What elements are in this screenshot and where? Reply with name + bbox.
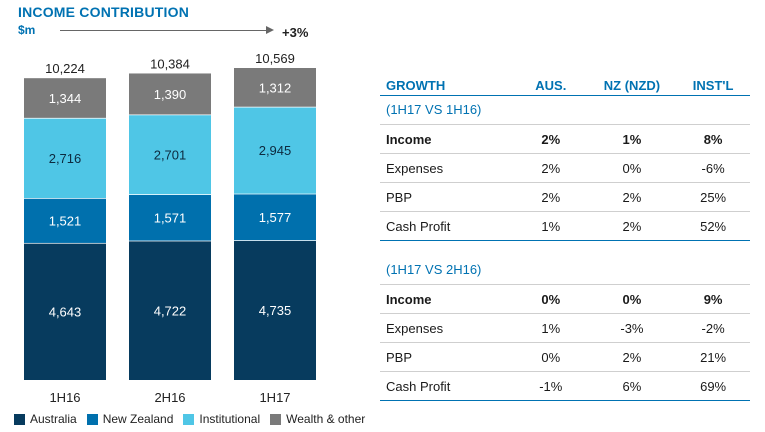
row-label: Income [386, 131, 432, 147]
table-header: GROWTH AUS. NZ (NZD) INST'L [380, 75, 750, 96]
row-label: PBP [386, 189, 413, 205]
table-row: Expenses 1% -3% -2% [380, 314, 750, 343]
cell-nz: 0% [622, 160, 642, 176]
header-inst: INST'L [692, 77, 734, 93]
legend-item-australia: Australia [14, 412, 77, 426]
data-label-australia-1h16: 4,643 [49, 304, 82, 319]
total-label-1h16: 10,224 [45, 61, 85, 76]
data-label-institutional-1h17: 2,945 [259, 143, 292, 158]
bar-segment-new-zealand-1h17 [234, 193, 316, 241]
growth-arrow-icon [266, 26, 274, 34]
row-label: Cash Profit [386, 218, 451, 234]
cell-nz: -3% [620, 320, 644, 336]
legend-swatch-wealth [270, 413, 282, 425]
data-label-institutional-1h16: 2,716 [49, 151, 82, 166]
growth-table: GROWTH AUS. NZ (NZD) INST'L (1H17 VS 1H1… [380, 75, 750, 401]
bar-segment-australia-2h16 [129, 240, 211, 380]
chart-legend: Australia New Zealand Institutional Weal… [14, 412, 365, 426]
cell-nz: 2% [622, 349, 642, 365]
bar-segment-australia-1h17 [234, 240, 316, 380]
cell-aus: 1% [541, 320, 561, 336]
legend-label-australia: Australia [30, 412, 77, 426]
bar-segment-new-zealand-1h16 [24, 198, 106, 243]
cell-aus: 0% [541, 291, 561, 307]
legend-swatch-institutional [183, 413, 195, 425]
data-label-wealth-1h16: 1,344 [49, 91, 82, 106]
bar-segment-institutional-2h16 [129, 114, 211, 195]
total-label-1h17: 10,569 [255, 51, 295, 66]
row-label: Expenses [386, 320, 444, 336]
section-title: (1H17 VS 1H16) [380, 96, 750, 125]
cell-inst: 21% [700, 349, 727, 365]
x-tick-label-1h17: 1H17 [259, 390, 290, 405]
stacked-bar-chart: 4,643 1,521 2,716 1,344 10,224 1H16 4,722 1,571… [24, 51, 316, 405]
cell-aus: 1% [541, 218, 561, 234]
header-growth: GROWTH [386, 77, 446, 93]
cell-nz: 6% [622, 378, 642, 394]
cell-aus: 2% [541, 189, 561, 205]
data-label-australia-1h17: 4,735 [259, 303, 292, 318]
bar-segment-wealth-2h16 [129, 73, 211, 115]
cell-inst: -2% [701, 320, 725, 336]
section-title: (1H17 VS 2H16) [380, 256, 750, 285]
cell-inst: 25% [700, 189, 727, 205]
bar-segment-wealth-1h16 [24, 78, 106, 118]
header-aus: AUS. [535, 77, 567, 93]
chart-title: INCOME CONTRIBUTION [18, 4, 190, 20]
legend-item-wealth: Wealth & other [270, 412, 365, 426]
x-tick-label-2h16: 2H16 [154, 390, 185, 405]
cell-inst: 8% [703, 131, 723, 147]
cell-nz: 2% [622, 218, 642, 234]
table-row: PBP 2% 2% 25% [380, 183, 750, 212]
section-1h17-vs-1h16: (1H17 VS 1H16) Income 2% 1% 8% Expenses … [380, 96, 750, 241]
bar-segment-wealth-1h17 [234, 68, 316, 107]
growth-label: +3% [282, 25, 309, 40]
table-row: Cash Profit 1% 2% 52% [380, 212, 750, 241]
data-label-wealth-1h17: 1,312 [259, 80, 292, 95]
table-row: Income 2% 1% 8% [380, 125, 750, 154]
row-label: Expenses [386, 160, 444, 176]
cell-nz: 1% [622, 131, 642, 147]
cell-aus: 0% [541, 349, 561, 365]
data-label-new-zealand-1h16: 1,521 [49, 213, 82, 228]
bar-segment-institutional-1h16 [24, 117, 106, 199]
header-nz: NZ (NZD) [603, 77, 661, 93]
data-label-wealth-2h16: 1,390 [154, 87, 187, 102]
data-label-institutional-2h16: 2,701 [154, 147, 187, 162]
total-label-2h16: 10,384 [150, 56, 190, 71]
legend-item-new-zealand: New Zealand [86, 412, 174, 426]
cell-inst: 69% [700, 378, 727, 394]
cell-inst: 52% [700, 218, 727, 234]
legend-swatch-australia [14, 413, 25, 425]
legend-swatch-new-zealand [86, 413, 98, 425]
table-row: PBP 0% 2% 21% [380, 343, 750, 372]
row-label: PBP [386, 349, 413, 365]
bar-segment-institutional-1h17 [234, 106, 316, 194]
unit-label: $m [18, 23, 36, 37]
cell-inst: 9% [703, 291, 723, 307]
legend-label-new-zealand: New Zealand [102, 412, 174, 426]
table-row: Cash Profit -1% 6% 69% [380, 372, 750, 401]
cell-aus: 2% [541, 160, 561, 176]
section-1h17-vs-2h16: (1H17 VS 2H16) Income 0% 0% 9% Expenses … [380, 256, 750, 401]
data-label-new-zealand-2h16: 1,571 [154, 210, 187, 225]
bar-segment-australia-1h16 [24, 242, 106, 380]
table-row: Expenses 2% 0% -6% [380, 154, 750, 183]
cell-aus: -1% [539, 378, 563, 394]
data-label-australia-2h16: 4,722 [154, 303, 187, 318]
x-tick-label-1h16: 1H16 [49, 390, 80, 405]
legend-item-institutional: Institutional [183, 412, 260, 426]
legend-label-institutional: Institutional [199, 412, 261, 426]
legend-label-wealth: Wealth & other [286, 412, 366, 426]
cell-nz: 2% [622, 189, 642, 205]
row-label: Income [386, 291, 432, 307]
table-row: Income 0% 0% 9% [380, 285, 750, 314]
data-label-new-zealand-1h17: 1,577 [259, 210, 292, 225]
row-label: Cash Profit [386, 378, 451, 394]
bar-segment-new-zealand-2h16 [129, 194, 211, 241]
cell-nz: 0% [622, 291, 642, 307]
cell-inst: -6% [701, 160, 725, 176]
cell-aus: 2% [541, 131, 561, 147]
growth-arrow-line [60, 30, 272, 31]
